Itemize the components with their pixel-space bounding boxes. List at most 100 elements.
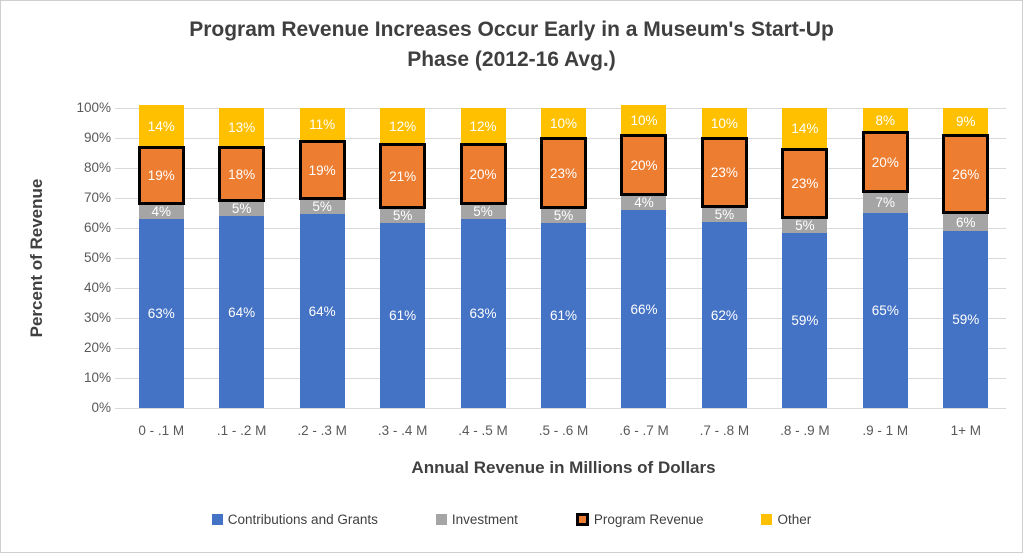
bar-segment-Investment: 5% (701, 207, 747, 222)
y-tick-label: 20% (83, 340, 111, 355)
bar-segment-Investment: 6% (943, 213, 989, 231)
y-axis-tick-mark (115, 318, 121, 319)
y-axis-tick-mark (115, 228, 121, 229)
segment-value-label: 11% (309, 117, 336, 133)
segment-value-label: 12% (469, 118, 497, 134)
segment-value-label: 61% (389, 308, 417, 324)
x-tick-label: .6 - .7 M (619, 423, 669, 438)
bar-segment-Contributions and Grants: 64% (219, 216, 265, 408)
segment-value-label: 23% (791, 176, 819, 192)
y-axis-tick-mark (115, 258, 121, 259)
segment-value-label: 26% (952, 166, 980, 182)
bar-.5 - .6 M: 61% 5% 23% 10% (540, 108, 587, 408)
y-tick-label: 70% (83, 190, 111, 205)
bar-segment-Program Revenue: 23% (781, 148, 829, 220)
segment-value-label: 62% (710, 307, 738, 323)
bar-segment-Other: 13% (219, 108, 265, 147)
bar-.9 - 1 M: 65% 7% 20% 8% (861, 108, 909, 408)
x-tick-label: .8 - .9 M (780, 423, 830, 438)
segment-value-label: 5% (473, 204, 493, 219)
bar-segment-Investment: 5% (460, 204, 506, 219)
plot-area: 63% 4% 19% 14% 64% 5% 18% 13% 64% 5% 19% 11% 61% 5% 21… (115, 105, 1006, 409)
segment-value-label: 5% (553, 208, 574, 224)
bar-segment-Investment: 5% (782, 217, 828, 233)
legend-item-Other: Other (761, 512, 811, 527)
x-tick-label: .9 - 1 M (862, 423, 909, 438)
segment-value-label: 13% (228, 120, 256, 135)
x-tick-label: .1 - .2 M (216, 423, 267, 438)
bar-segment-Investment: 4% (138, 204, 184, 219)
y-axis-tick-mark (115, 168, 121, 169)
bar-segment-Other: 10% (701, 108, 747, 138)
x-tick-label: 1+ M (950, 423, 981, 438)
bar-.1 - .2 M: 64% 5% 18% 13% (218, 108, 266, 408)
segment-value-label: 20% (469, 166, 497, 182)
bar-segment-Other: 12% (460, 108, 506, 144)
legend-swatch-icon (575, 513, 589, 526)
bar-segment-Contributions and Grants: 61% (541, 223, 586, 408)
x-tick-label: 0 - .1 M (138, 423, 185, 438)
y-tick-label: 30% (83, 310, 111, 325)
bar-segment-Contributions and Grants: 63% (138, 219, 184, 408)
legend: Contributions and Grants Investment Progra… (1, 512, 1022, 527)
segment-value-label: 23% (710, 165, 738, 180)
bar-segment-Program Revenue: 26% (942, 134, 990, 214)
bar-segment-Program Revenue: 20% (861, 131, 909, 193)
segment-value-label: 66% (630, 301, 658, 317)
bar-segment-Contributions and Grants: 62% (701, 222, 747, 408)
gridline (121, 408, 1006, 409)
y-tick-label: 50% (83, 250, 111, 265)
legend-item-Investment: Investment (435, 512, 518, 527)
x-tick-label: .7 - .8 M (699, 423, 750, 438)
segment-value-label: 65% (871, 303, 899, 318)
segment-value-label: 5% (231, 201, 252, 216)
segment-value-label: 5% (312, 198, 332, 214)
segment-value-label: 10% (630, 112, 658, 128)
bar-segment-Program Revenue: 23% (700, 137, 748, 208)
segment-value-label: 6% (956, 214, 976, 230)
segment-value-label: 23% (549, 165, 578, 181)
y-axis-tick-mark (115, 378, 121, 379)
legend-label: Other (777, 512, 812, 527)
segment-value-label: 59% (791, 312, 819, 328)
bar-segment-Other: 12% (380, 108, 426, 145)
segment-value-label: 5% (714, 207, 735, 222)
segment-value-label: 63% (147, 306, 175, 321)
bar-segment-Investment: 5% (299, 198, 345, 215)
bar-segment-Program Revenue: 23% (540, 137, 587, 209)
x-tick-label: .3 - .4 M (377, 423, 428, 438)
bar-.8 - .9 M: 59% 5% 23% 14% (781, 107, 829, 408)
legend-swatch-icon (211, 514, 223, 525)
bar-.7 - .8 M: 62% 5% 23% 10% (700, 108, 748, 408)
segment-value-label: 61% (549, 308, 578, 324)
segment-value-label: 4% (634, 195, 654, 210)
y-axis-tick-mark (115, 408, 121, 409)
segment-value-label: 59% (952, 312, 980, 327)
bar-segment-Contributions and Grants: 66% (621, 210, 667, 408)
y-tick-label: 90% (83, 130, 111, 145)
bar-1+ M: 59% 6% 26% 9% (942, 108, 990, 408)
segment-value-label: 21% (389, 168, 417, 184)
chart-title-line-2: Phase (2012-16 Avg.) (407, 48, 616, 71)
segment-value-label: 5% (795, 217, 815, 233)
segment-value-label: 14% (147, 118, 175, 134)
segment-value-label: 19% (308, 162, 336, 178)
y-tick-label: 100% (76, 100, 111, 115)
chart-title: Program Revenue Increases Occur Early in… (1, 15, 1022, 75)
y-axis-tick-mark (115, 138, 121, 139)
bar-segment-Other: 8% (862, 108, 908, 132)
segment-value-label: 64% (308, 303, 336, 319)
bar-segment-Contributions and Grants: 65% (862, 213, 908, 408)
bar-segment-Contributions and Grants: 59% (943, 231, 989, 408)
bar-.4 - .5 M: 63% 5% 20% 12% (459, 108, 507, 408)
bar-segment-Investment: 5% (380, 208, 426, 224)
legend-item-Program Revenue: Program Revenue (575, 512, 703, 527)
bar-segment-Investment: 5% (541, 208, 586, 224)
segment-value-label: 9% (956, 114, 976, 129)
legend-swatch-icon (761, 514, 773, 525)
bar-segment-Contributions and Grants: 59% (782, 232, 828, 408)
x-axis-title: Annual Revenue in Millions of Dollars (411, 458, 716, 477)
bar-segment-Investment: 5% (219, 201, 265, 216)
bar-segment-Investment: 4% (621, 195, 667, 210)
